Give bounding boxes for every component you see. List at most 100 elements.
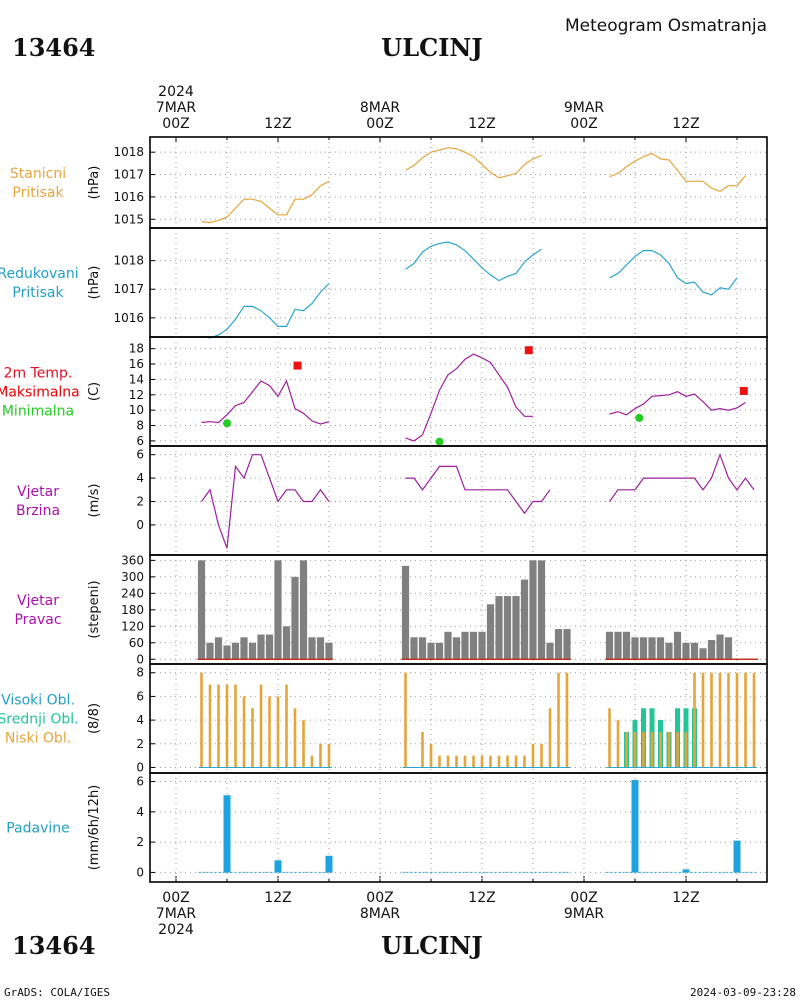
footer-credit: GrADS: COLA/IGES bbox=[4, 986, 110, 999]
low-cloud-bar bbox=[429, 743, 433, 768]
panel-frame bbox=[149, 663, 768, 774]
time-label-bottom: 00Z bbox=[570, 890, 597, 906]
low-cloud-bar bbox=[446, 755, 450, 768]
y-tick-label: 300 bbox=[121, 570, 144, 584]
time-label-top: 2024 bbox=[158, 84, 194, 100]
panel-frame bbox=[149, 772, 768, 883]
low-cloud-bar bbox=[744, 672, 747, 768]
low-cloud-bar bbox=[259, 684, 263, 768]
y-tick-label: 1015 bbox=[113, 212, 144, 226]
time-label-bottom: 9MAR bbox=[564, 906, 605, 922]
wind-direction-bar bbox=[206, 642, 214, 660]
wind-direction-bar bbox=[537, 560, 546, 660]
station-name-bottom: ULCINJ bbox=[381, 931, 482, 960]
wind-direction-bar bbox=[724, 637, 733, 660]
wind-direction-bar bbox=[282, 626, 291, 660]
max-temp-marker bbox=[739, 386, 748, 395]
low-cloud-bar bbox=[217, 684, 220, 768]
wind-direction-bar bbox=[308, 637, 316, 660]
y-tick-label: 4 bbox=[136, 805, 144, 819]
panel-label: Srednji Obl. bbox=[0, 712, 79, 728]
wind-direction-bar bbox=[427, 642, 435, 660]
wind-direction-bar bbox=[529, 560, 537, 660]
wind-direction-bar bbox=[622, 631, 631, 660]
wind-direction-bar bbox=[274, 560, 282, 660]
wind-direction-bar bbox=[512, 596, 520, 660]
panel-label: Vjetar bbox=[17, 484, 59, 500]
station-id-top: 13464 bbox=[12, 33, 96, 62]
low-cloud-bar bbox=[701, 672, 705, 768]
series-line bbox=[201, 180, 330, 224]
low-cloud-bar bbox=[540, 743, 543, 768]
low-cloud-bar bbox=[667, 731, 671, 768]
wind-direction-bar bbox=[495, 596, 503, 660]
y-tick-label: 4 bbox=[136, 713, 144, 727]
time-label-top: 7MAR bbox=[156, 100, 197, 116]
wind-direction-bar bbox=[265, 634, 274, 660]
wind-direction-bar bbox=[240, 637, 248, 660]
time-label-bottom: 2024 bbox=[158, 922, 194, 938]
low-cloud-bar bbox=[285, 684, 288, 768]
series-line bbox=[405, 353, 533, 442]
y-tick-label: 18 bbox=[129, 342, 144, 356]
panel-label: Pritisak bbox=[12, 185, 64, 201]
wind-direction-bar bbox=[699, 648, 707, 660]
wind-direction-bar bbox=[223, 645, 231, 660]
unit-label: (hPa) bbox=[87, 166, 102, 200]
time-label-bottom: 12Z bbox=[672, 890, 699, 906]
wind-direction-bar bbox=[325, 642, 333, 660]
precip-bar bbox=[274, 860, 282, 873]
panel-frame bbox=[149, 445, 768, 556]
panel-label: Vjetar bbox=[17, 593, 59, 609]
y-tick-label: 0 bbox=[136, 865, 144, 879]
station-id-bottom: 13464 bbox=[12, 931, 96, 960]
y-tick-label: 6 bbox=[136, 434, 144, 448]
unit-label: (m/s) bbox=[87, 484, 102, 518]
time-label-bottom: 00Z bbox=[366, 890, 393, 906]
y-tick-label: 2 bbox=[136, 737, 144, 751]
y-tick-label: 120 bbox=[121, 619, 144, 633]
low-cloud-bar bbox=[608, 708, 611, 768]
panel-precipitation: 0 2 4 6 (mm/6h/12h) Padavine bbox=[6, 772, 768, 883]
panel-label: Pritisak bbox=[12, 285, 64, 301]
panels: 1015101610171018(hPa)StanicniPritisak101… bbox=[0, 136, 768, 883]
low-cloud-bar bbox=[676, 731, 679, 768]
series-line bbox=[405, 465, 551, 515]
wind-direction-bar bbox=[605, 631, 614, 660]
low-cloud-bar bbox=[242, 696, 246, 768]
panel-frame bbox=[149, 227, 768, 338]
panel-wind-speed: 0 2 4 6 (m/s) Vjetar Brzina bbox=[16, 445, 768, 556]
panel-label: Niski Obl. bbox=[5, 731, 71, 747]
wind-direction-bar bbox=[614, 631, 622, 660]
low-cloud-bar bbox=[727, 672, 730, 768]
series-line bbox=[609, 250, 738, 296]
low-cloud-bar bbox=[234, 684, 237, 768]
header: 13464 ULCINJ Meteogram Osmatranja 13464 … bbox=[4, 16, 796, 999]
wind-direction-bar bbox=[248, 642, 257, 660]
y-tick-label: 180 bbox=[121, 603, 144, 617]
time-label-bottom: 7MAR bbox=[156, 906, 197, 922]
precip-bar bbox=[631, 780, 639, 873]
low-cloud-bar bbox=[523, 755, 526, 768]
wind-direction-bar bbox=[520, 579, 529, 660]
wind-direction-bar bbox=[478, 631, 486, 660]
wind-direction-bar bbox=[410, 637, 418, 660]
wind-direction-bar bbox=[257, 634, 265, 660]
precip-bar bbox=[325, 855, 333, 873]
low-cloud-bar bbox=[310, 755, 314, 768]
panel-frame bbox=[149, 336, 768, 447]
time-label-top: 9MAR bbox=[564, 100, 605, 116]
min-temp-marker bbox=[435, 437, 444, 446]
y-tick-label: 1018 bbox=[113, 145, 144, 159]
wind-direction-bar bbox=[690, 642, 699, 660]
y-tick-label: 0 bbox=[136, 518, 144, 532]
low-cloud-bar bbox=[251, 708, 254, 768]
time-label-bottom: 8MAR bbox=[360, 906, 401, 922]
series-line bbox=[201, 283, 330, 339]
y-tick-label: 360 bbox=[121, 553, 144, 567]
y-tick-label: 4 bbox=[136, 471, 144, 485]
y-tick-label: 16 bbox=[129, 357, 144, 371]
y-tick-label: 1018 bbox=[113, 254, 144, 268]
